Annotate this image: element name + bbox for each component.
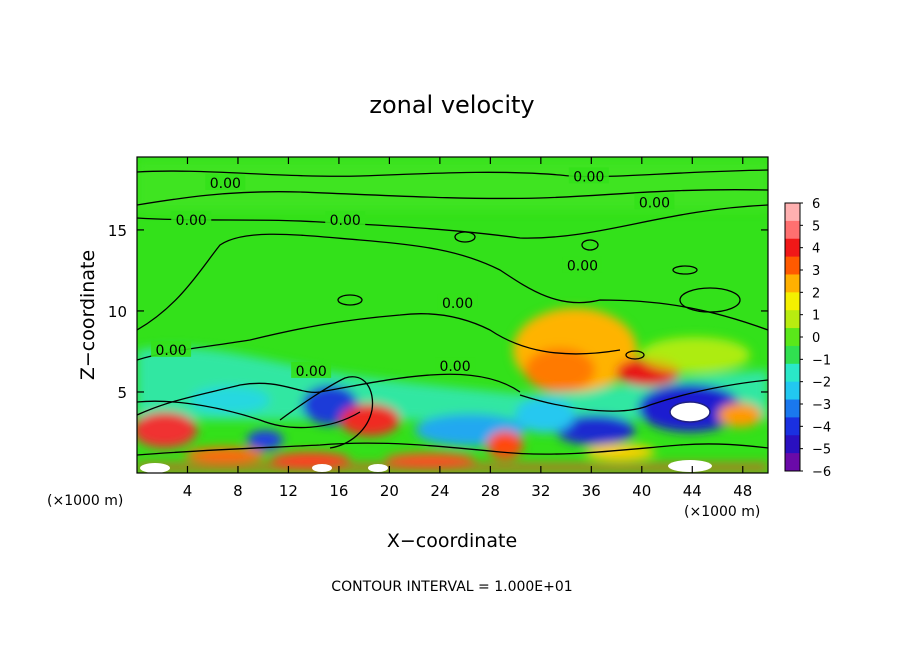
colorbar-swatch [785, 274, 800, 293]
colorbar-tick-label: 3 [812, 264, 820, 279]
colorbar-swatch [785, 220, 800, 240]
contour-interval-footer: CONTOUR INTERVAL = 1.000E+01 [331, 579, 572, 595]
plot-frame [136, 156, 769, 474]
x-unit-left: (×1000 m) [47, 493, 123, 509]
contour-label-bg [171, 211, 212, 228]
contour-label-bg [435, 357, 476, 374]
contour-label-bg [325, 211, 366, 228]
contour-label-bg [291, 361, 332, 378]
contour-label: 0.00 [442, 296, 473, 312]
colorbar-swatch [785, 292, 800, 311]
colorbar-tick-label: −6 [812, 465, 831, 480]
colorbar-tick-label: 6 [812, 197, 820, 212]
x-tick-label: 4 [183, 482, 193, 500]
x-tick-label: 40 [632, 482, 651, 500]
x-tick-label: 44 [683, 482, 702, 500]
contour-label-bg [634, 193, 675, 210]
colorbar-swatch [785, 435, 800, 454]
y-tick-label: 10 [108, 303, 127, 321]
contour-label: 0.00 [573, 169, 604, 185]
colorbar-tick-label: −1 [812, 353, 831, 368]
y-axis-label: Z−coordinate [77, 250, 99, 380]
x-tick-label: 8 [233, 482, 243, 500]
contour-label-bg [151, 340, 192, 357]
colorbar-tick-label: 2 [812, 286, 820, 301]
contour-label-bg [568, 167, 609, 184]
contour-label: 0.00 [330, 213, 361, 229]
contour-label: 0.00 [639, 195, 670, 211]
colorbar-swatch [785, 256, 800, 275]
colorbar-swatch [785, 417, 800, 436]
colorbar-tick-label: −5 [812, 443, 831, 458]
contour-labels: 0.00 0.00 0.00 0.00 0.00 0.00 0.00 0.00 0.00 0.00 [151, 167, 675, 380]
contour-label: 0.00 [155, 343, 186, 359]
colorbar-swatch [785, 399, 800, 418]
y-tick-label: 5 [117, 384, 127, 402]
contour-label: 0.00 [210, 176, 241, 192]
colorbar-tick-label: 1 [812, 309, 820, 324]
colorbar-swatch [785, 345, 800, 365]
colorbar-tick-label: 5 [812, 219, 820, 234]
colorbar-swatch [785, 453, 800, 472]
contour-label: 0.00 [439, 359, 470, 375]
x-axis-label: X−coordinate [387, 530, 517, 552]
chart-title: zonal velocity [369, 91, 534, 119]
x-tick-label: 32 [531, 482, 550, 500]
colorbar-tick-label: −2 [812, 376, 831, 391]
contour-label-bg [205, 173, 246, 190]
colorbar-tick-label: 4 [812, 242, 820, 257]
x-tick-label: 12 [279, 482, 298, 500]
colorbar-tick-label: −3 [812, 398, 831, 413]
x-axis-ticks: 4 8 12 16 20 24 28 32 36 40 44 48 [183, 157, 752, 500]
x-tick-label: 16 [329, 482, 348, 500]
contour-label: 0.00 [567, 259, 598, 275]
colorbar-swatch [785, 310, 800, 329]
x-tick-label: 36 [582, 482, 601, 500]
y-tick-label: 15 [108, 222, 127, 240]
contour-lines [137, 169, 768, 456]
contour-label: 0.00 [176, 213, 207, 229]
colorbar-swatch [785, 363, 800, 383]
colorbar-swatch [785, 328, 800, 347]
x-unit-right: (×1000 m) [684, 504, 760, 520]
x-tick-label: 28 [481, 482, 500, 500]
contour-label-bg [562, 256, 603, 273]
colorbar-tick-label: −4 [812, 420, 831, 435]
x-tick-label: 20 [380, 482, 399, 500]
x-tick-label: 24 [430, 482, 449, 500]
contour-label-bg [437, 293, 478, 310]
colorbar-swatch [785, 238, 800, 258]
y-axis-ticks: 5 10 15 [108, 222, 768, 402]
colorbar-swatch [785, 381, 800, 401]
contour-label: 0.00 [296, 364, 327, 380]
colorbar-swatch [785, 203, 800, 222]
colorbar: 6 5 4 3 2 1 0 −1 −2 −3 −4 −5 −6 [784, 197, 831, 480]
colorbar-tick-label: 0 [812, 331, 820, 346]
x-tick-label: 48 [733, 482, 752, 500]
